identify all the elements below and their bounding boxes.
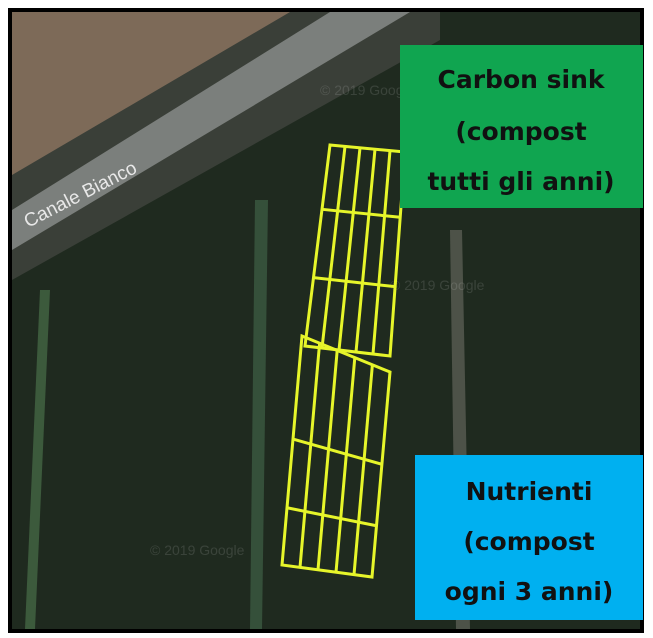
label-line: Carbon sink [438,65,606,94]
label-line: (compost [455,117,586,146]
label-line: tutti gli anni) [427,167,614,196]
label-line: ogni 3 anni) [445,577,614,606]
watermark: © 2019 Google [150,542,245,558]
watermark: © 2019 Google [390,277,485,293]
label-line: Nutrienti [466,477,593,506]
page: Canale Bianco © 2019 Google © 2019 Googl… [0,0,653,638]
label-line: (compost [463,527,594,556]
map-view: Canale Bianco © 2019 Google © 2019 Googl… [0,0,653,638]
